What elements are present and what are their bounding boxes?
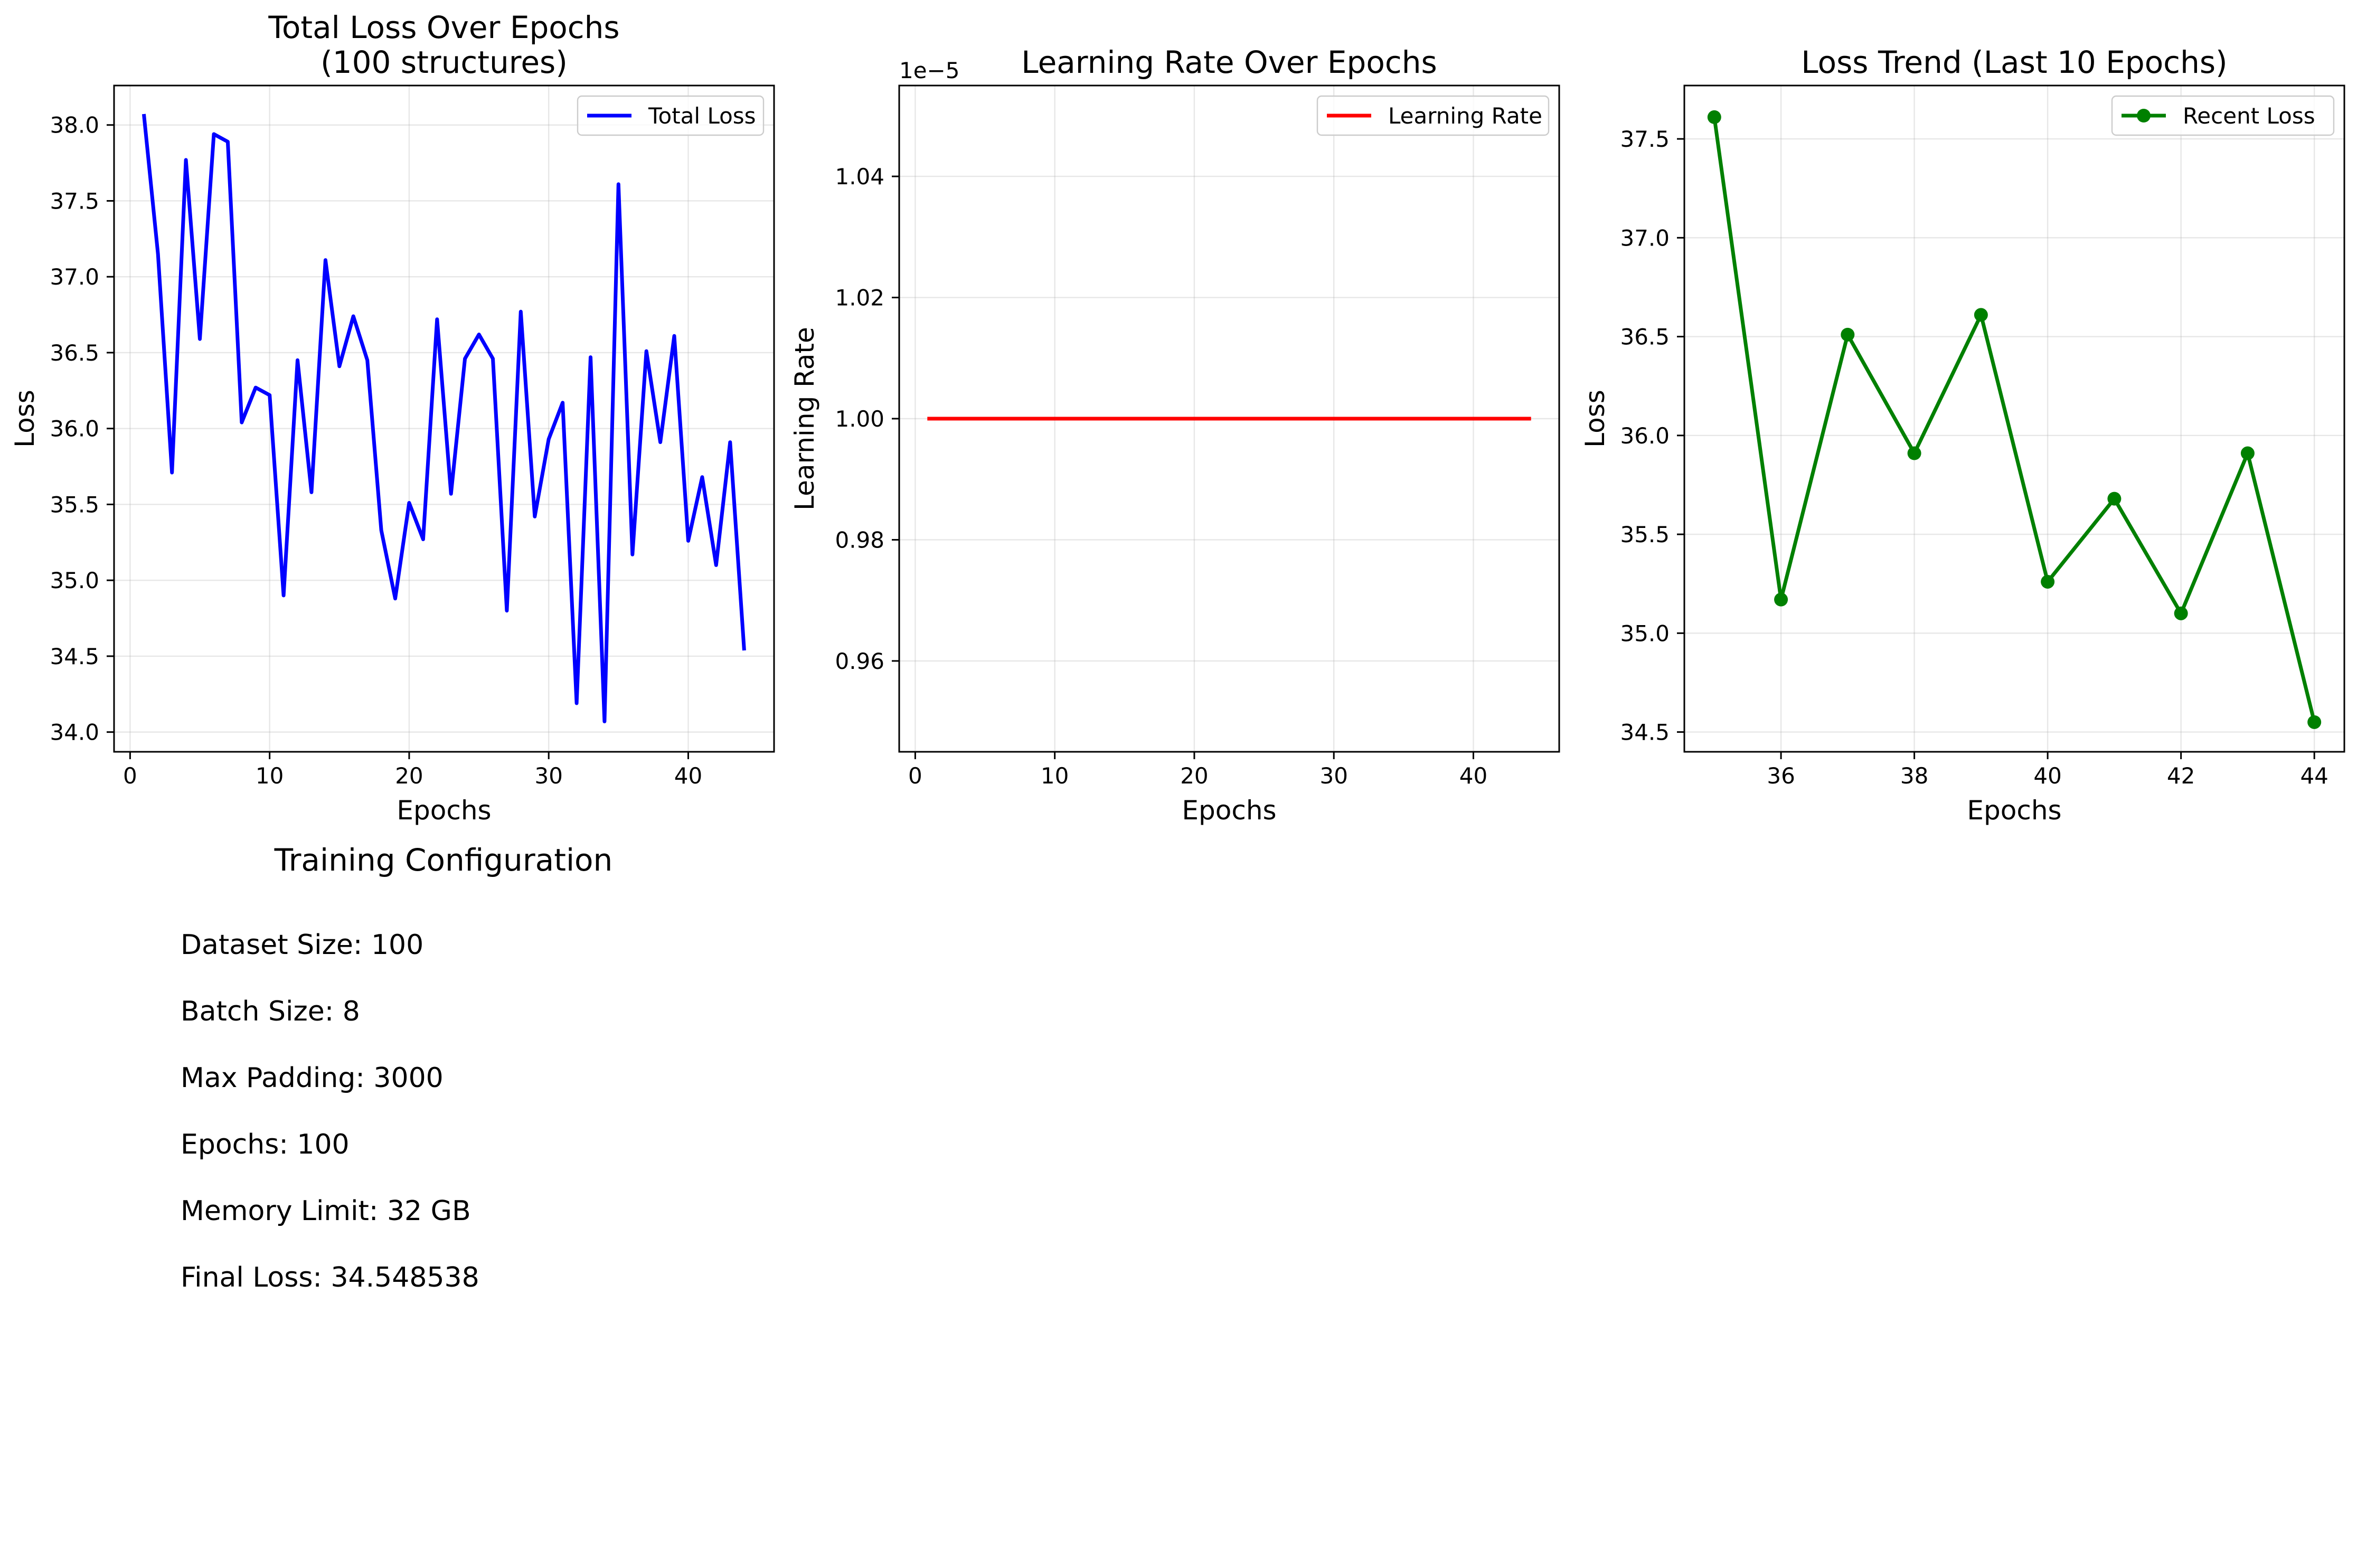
y-tick-label: 37.0: [50, 264, 99, 290]
chart-title: Learning Rate Over Epochs: [1021, 44, 1437, 80]
x-tick-label: 40: [1459, 763, 1487, 789]
chart-1: 0 10 20 30 40 34.0 34.5 35.0 35.5 36.0 36.5 37.0 37.…: [10, 10, 775, 826]
plot-frame: [1683, 84, 2345, 753]
y-tick-label: 36.5: [1620, 324, 1670, 350]
y-tick-label: 38.0: [50, 112, 99, 138]
y-tick-label: 1.02: [835, 285, 884, 311]
x-axis-label: Epochs: [1182, 795, 1276, 826]
charts-layer: 0 10 20 30 40 34.0 34.5 35.0 35.5 36.0 36.5 37.0 37.…: [10, 10, 2345, 826]
y-tick-label: 37.0: [1620, 225, 1670, 251]
y-tick-label: 35.0: [50, 568, 99, 593]
data-point: [1841, 327, 1855, 342]
x-tick-label: 30: [1319, 763, 1347, 789]
y-tick-label: 34.5: [50, 644, 99, 669]
legend: Total Loss: [577, 95, 765, 136]
x-tick-label: 40: [674, 763, 702, 789]
legend-box: [2111, 95, 2335, 136]
chart-title: Total Loss Over Epochs: [268, 10, 619, 45]
x-axis-label: Epochs: [1967, 795, 2061, 826]
legend: Learning Rate: [1316, 95, 1550, 136]
x-tick-label: 10: [1041, 763, 1069, 789]
x-tick-label: 20: [1180, 763, 1208, 789]
y-tick-label: 34.5: [1620, 720, 1670, 745]
y-tick-label: 37.5: [1620, 126, 1670, 152]
y-axis-label: Loss: [1580, 390, 1610, 448]
data-point: [2174, 606, 2188, 620]
x-tick-label: 42: [2167, 763, 2195, 789]
legend-label: Learning Rate: [1388, 103, 1542, 129]
y-tick-label: 37.5: [50, 188, 99, 214]
y-tick-label: 1.00: [835, 406, 884, 432]
y-tick-label: 1.04: [835, 164, 884, 190]
data-point: [2107, 492, 2122, 506]
y-tick-label: 35.5: [50, 492, 99, 517]
x-tick-label: 0: [123, 763, 137, 789]
config-memory-limit: Memory Limit: 32 GB: [181, 1195, 471, 1227]
x-tick-label: 38: [1900, 763, 1928, 789]
series-line-1: [142, 114, 746, 723]
data-point: [2240, 446, 2255, 460]
data-point: [1774, 592, 1788, 607]
plot-frame: [113, 84, 775, 753]
data-point: [1974, 308, 1988, 322]
chart-title: (100 structures): [320, 44, 568, 80]
series-line-1: [1712, 115, 2317, 725]
config-final-loss: Final Loss: 34.548538: [181, 1262, 479, 1293]
config-epochs: Epochs: 100: [181, 1129, 350, 1160]
y-tick-label: 36.0: [1620, 423, 1670, 449]
x-tick-label: 20: [395, 763, 423, 789]
y-tick-label: 36.5: [50, 340, 99, 366]
data-point: [2041, 574, 2055, 589]
y-tick-label: 36.0: [50, 416, 99, 442]
config-batch-size: Batch Size: 8: [181, 996, 360, 1027]
y-tick-label: 34.0: [50, 720, 99, 745]
x-tick-label: 36: [1767, 763, 1795, 789]
x-tick-label: 30: [534, 763, 562, 789]
x-tick-label: 40: [2033, 763, 2061, 789]
chart-2: 0 10 20 30 40 0.96 0.98 1.00 1.02 1.04 1e−5 Learnin…: [789, 44, 1560, 826]
config-dataset-size: Dataset Size: 100: [181, 929, 424, 961]
config-title: Training Configuration: [274, 842, 613, 878]
data-point: [2307, 715, 2322, 729]
axis-offset-label: 1e−5: [899, 58, 959, 83]
data-point: [1907, 446, 1921, 460]
y-axis-label: Loss: [10, 390, 40, 448]
y-axis-label: Learning Rate: [789, 327, 820, 511]
x-tick-label: 0: [908, 763, 922, 789]
legend-box: [1316, 95, 1550, 136]
chart-3: 36 38 40 42 44 34.5 35.0 35.5 36.0 36.5 37.0 37.5 Lo…: [1580, 44, 2345, 826]
config-max-padding: Max Padding: 3000: [181, 1062, 444, 1094]
x-tick-label: 44: [2300, 763, 2328, 789]
data-point: [1707, 110, 1721, 124]
chart-title: Loss Trend (Last 10 Epochs): [1801, 44, 2227, 80]
config-list: Dataset Size: 100 Batch Size: 8 Max Padd…: [181, 927, 479, 1326]
legend: Recent Loss: [2111, 95, 2335, 136]
legend-label: Total Loss: [648, 103, 756, 129]
y-tick-label: 35.0: [1620, 620, 1670, 646]
legend-box: [577, 95, 765, 136]
y-tick-label: 0.96: [835, 648, 884, 674]
x-axis-label: Epochs: [397, 795, 491, 826]
y-tick-label: 35.5: [1620, 522, 1670, 547]
legend-marker-swatch: [2137, 109, 2151, 122]
y-tick-label: 0.98: [835, 527, 884, 553]
legend-label: Recent Loss: [2183, 103, 2315, 129]
x-tick-label: 10: [256, 763, 284, 789]
